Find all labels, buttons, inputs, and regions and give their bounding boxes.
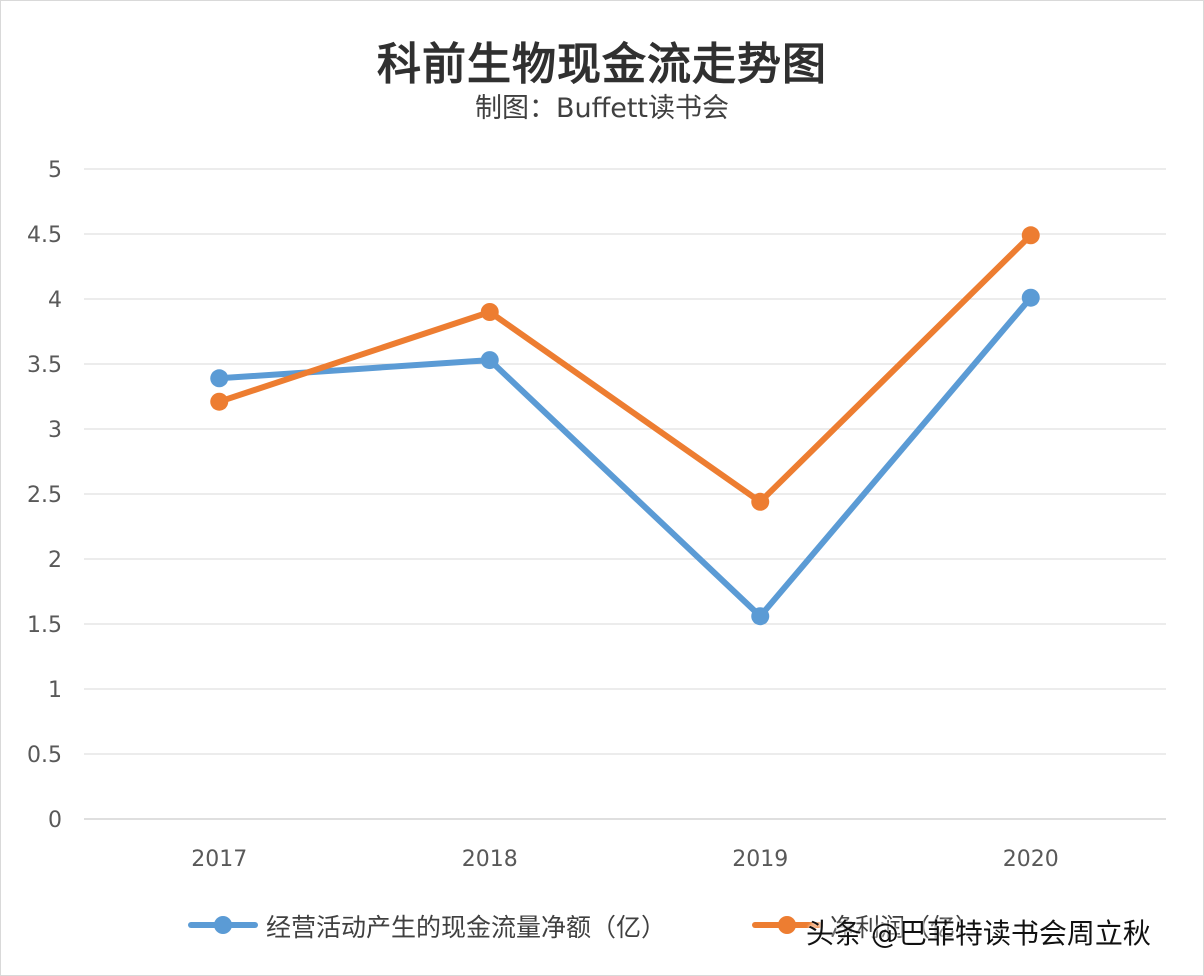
y-tick-label: 4.5 [27,223,62,248]
watermark: 头条 @巴菲特读书会周立秋 [806,917,1151,950]
legend-item-net-profit: 净利润（亿） [752,900,980,952]
series-line [216,294,1034,620]
legend-item-cashflow: 经营活动产生的现金流量净额（亿） [188,900,666,952]
x-tick-label: 2019 [732,847,788,872]
y-tick-label: 3.5 [27,353,62,378]
y-tick-label: 2.5 [27,483,62,508]
data-point [751,492,770,511]
legend-swatch-net-profit [752,900,822,952]
gridlines [84,168,1166,820]
y-tick-label: 3 [48,418,62,443]
y-tick-label: 4 [48,288,62,313]
data-point [751,607,770,626]
x-tick-label: 2018 [462,847,518,872]
y-tick-label: 2 [48,548,62,573]
legend-label-cashflow: 经营活动产生的现金流量净额（亿） [266,913,667,942]
x-tick-label: 2020 [1003,847,1059,872]
chart-plot: 0 0.5 1 1.5 2 2.5 3 3.5 4 4.5 5 2017 2018 2019 2020 [27,158,1166,872]
y-tick-label: 0.5 [27,743,62,768]
data-point [210,392,229,411]
chart-subtitle: 制图：Buffett读书会 [474,93,730,124]
y-tick-label: 0 [48,808,62,833]
series-1 [210,226,1040,511]
y-tick-label: 1.5 [27,613,62,638]
series-line [216,232,1034,505]
y-tick-label: 5 [48,158,62,183]
data-point [1021,226,1040,245]
legend: 经营活动产生的现金流量净额（亿） 净利润（亿） [0,900,1204,956]
data-point [1021,288,1040,307]
y-tick-label: 1 [48,678,62,703]
x-axis-ticks: 2017 2018 2019 2020 [191,847,1059,872]
chart-title: 科前生物现金流走势图 [377,39,827,90]
data-point [210,369,229,388]
data-point [480,351,499,370]
series-layer [210,226,1040,626]
series-0 [210,288,1040,626]
legend-swatch-cashflow [188,900,258,952]
data-point [480,303,499,321]
y-axis-ticks: 0 0.5 1 1.5 2 2.5 3 3.5 4 4.5 5 [27,158,62,833]
legend-label-net-profit: 净利润（亿） [830,913,981,942]
x-tick-label: 2017 [191,847,247,872]
